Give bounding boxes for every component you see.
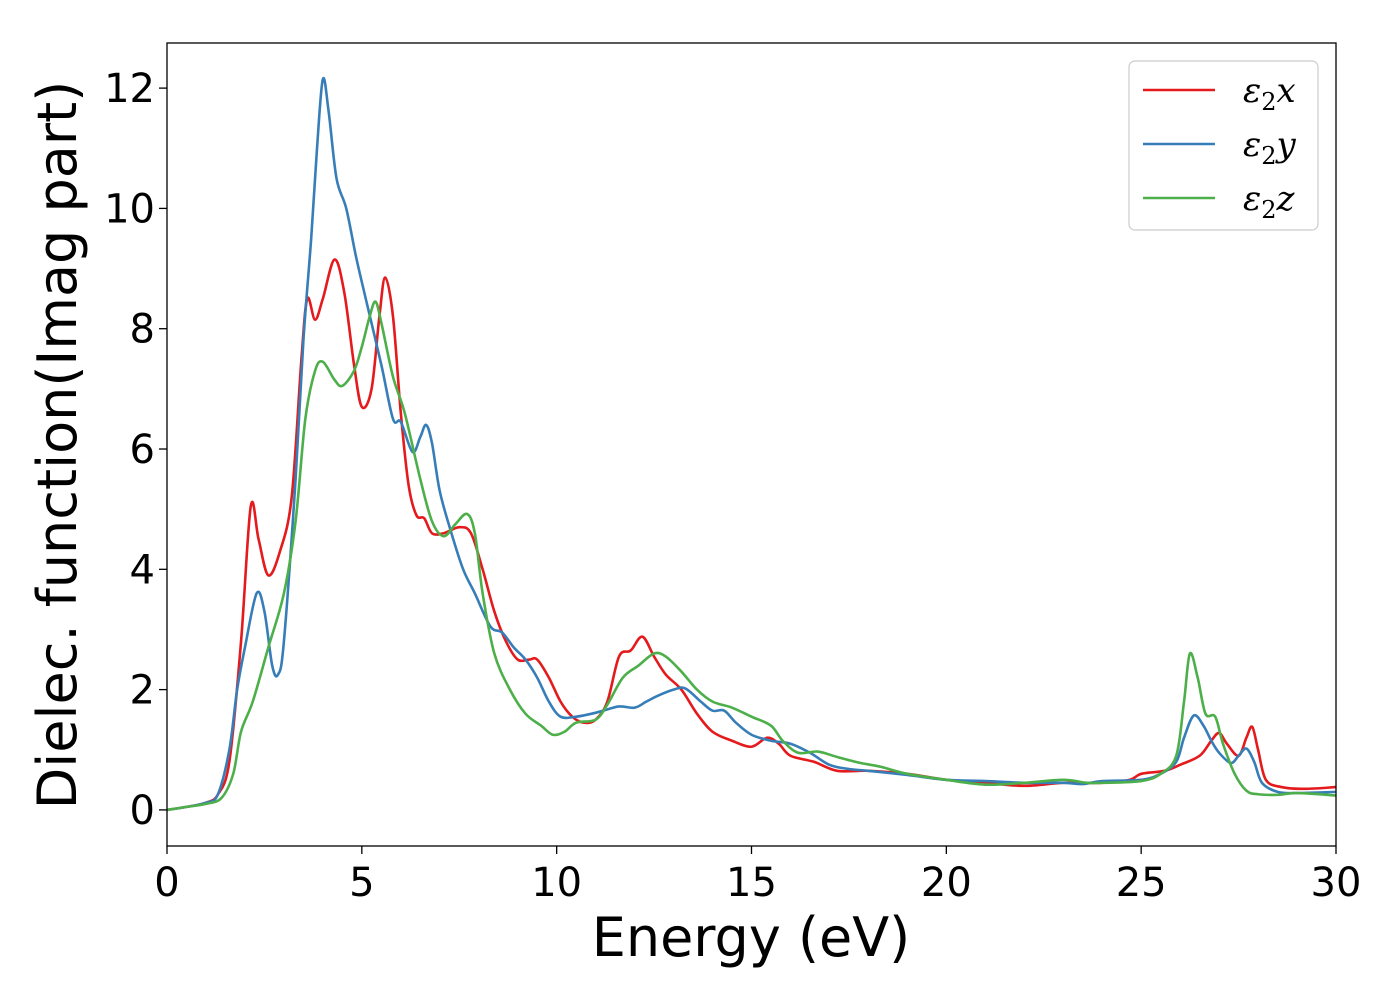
y-tick-label: 10 (104, 186, 155, 232)
y-tick-label: 4 (130, 547, 155, 593)
y-axis-ticks: 0 2 4 6 8 10 12 (104, 66, 167, 834)
series-line-e2x (166, 258, 1337, 812)
legend-box (1128, 60, 1319, 231)
y-tick-label: 2 (130, 668, 155, 714)
y-axis-title: Dielec. function(Imag part) (26, 81, 89, 810)
y-tick-label: 6 (130, 427, 155, 473)
legend-label-e2z: ε2z (1243, 179, 1296, 224)
x-tick-label: 20 (921, 860, 972, 906)
y-tick-label: 8 (130, 307, 155, 353)
x-axis-ticks: 0 5 10 15 20 25 30 (154, 846, 1361, 906)
x-tick-label: 25 (1116, 860, 1167, 906)
x-tick-label: 10 (531, 860, 582, 906)
x-tick-label: 5 (349, 860, 374, 906)
x-tick-label: 30 (1311, 860, 1362, 906)
x-tick-label: 15 (726, 860, 777, 906)
x-axis-title: Energy (eV) (592, 906, 911, 969)
y-tick-label: 12 (104, 66, 155, 112)
series-line-e2z (166, 300, 1337, 812)
legend: ε2x ε2y ε2z (1128, 60, 1319, 231)
plot-curves (166, 76, 1337, 812)
y-tick-label: 0 (130, 788, 155, 834)
legend-label-e2x: ε2x (1243, 71, 1296, 116)
x-tick-label: 0 (154, 860, 179, 906)
legend-label-e2y: ε2y (1243, 125, 1297, 170)
